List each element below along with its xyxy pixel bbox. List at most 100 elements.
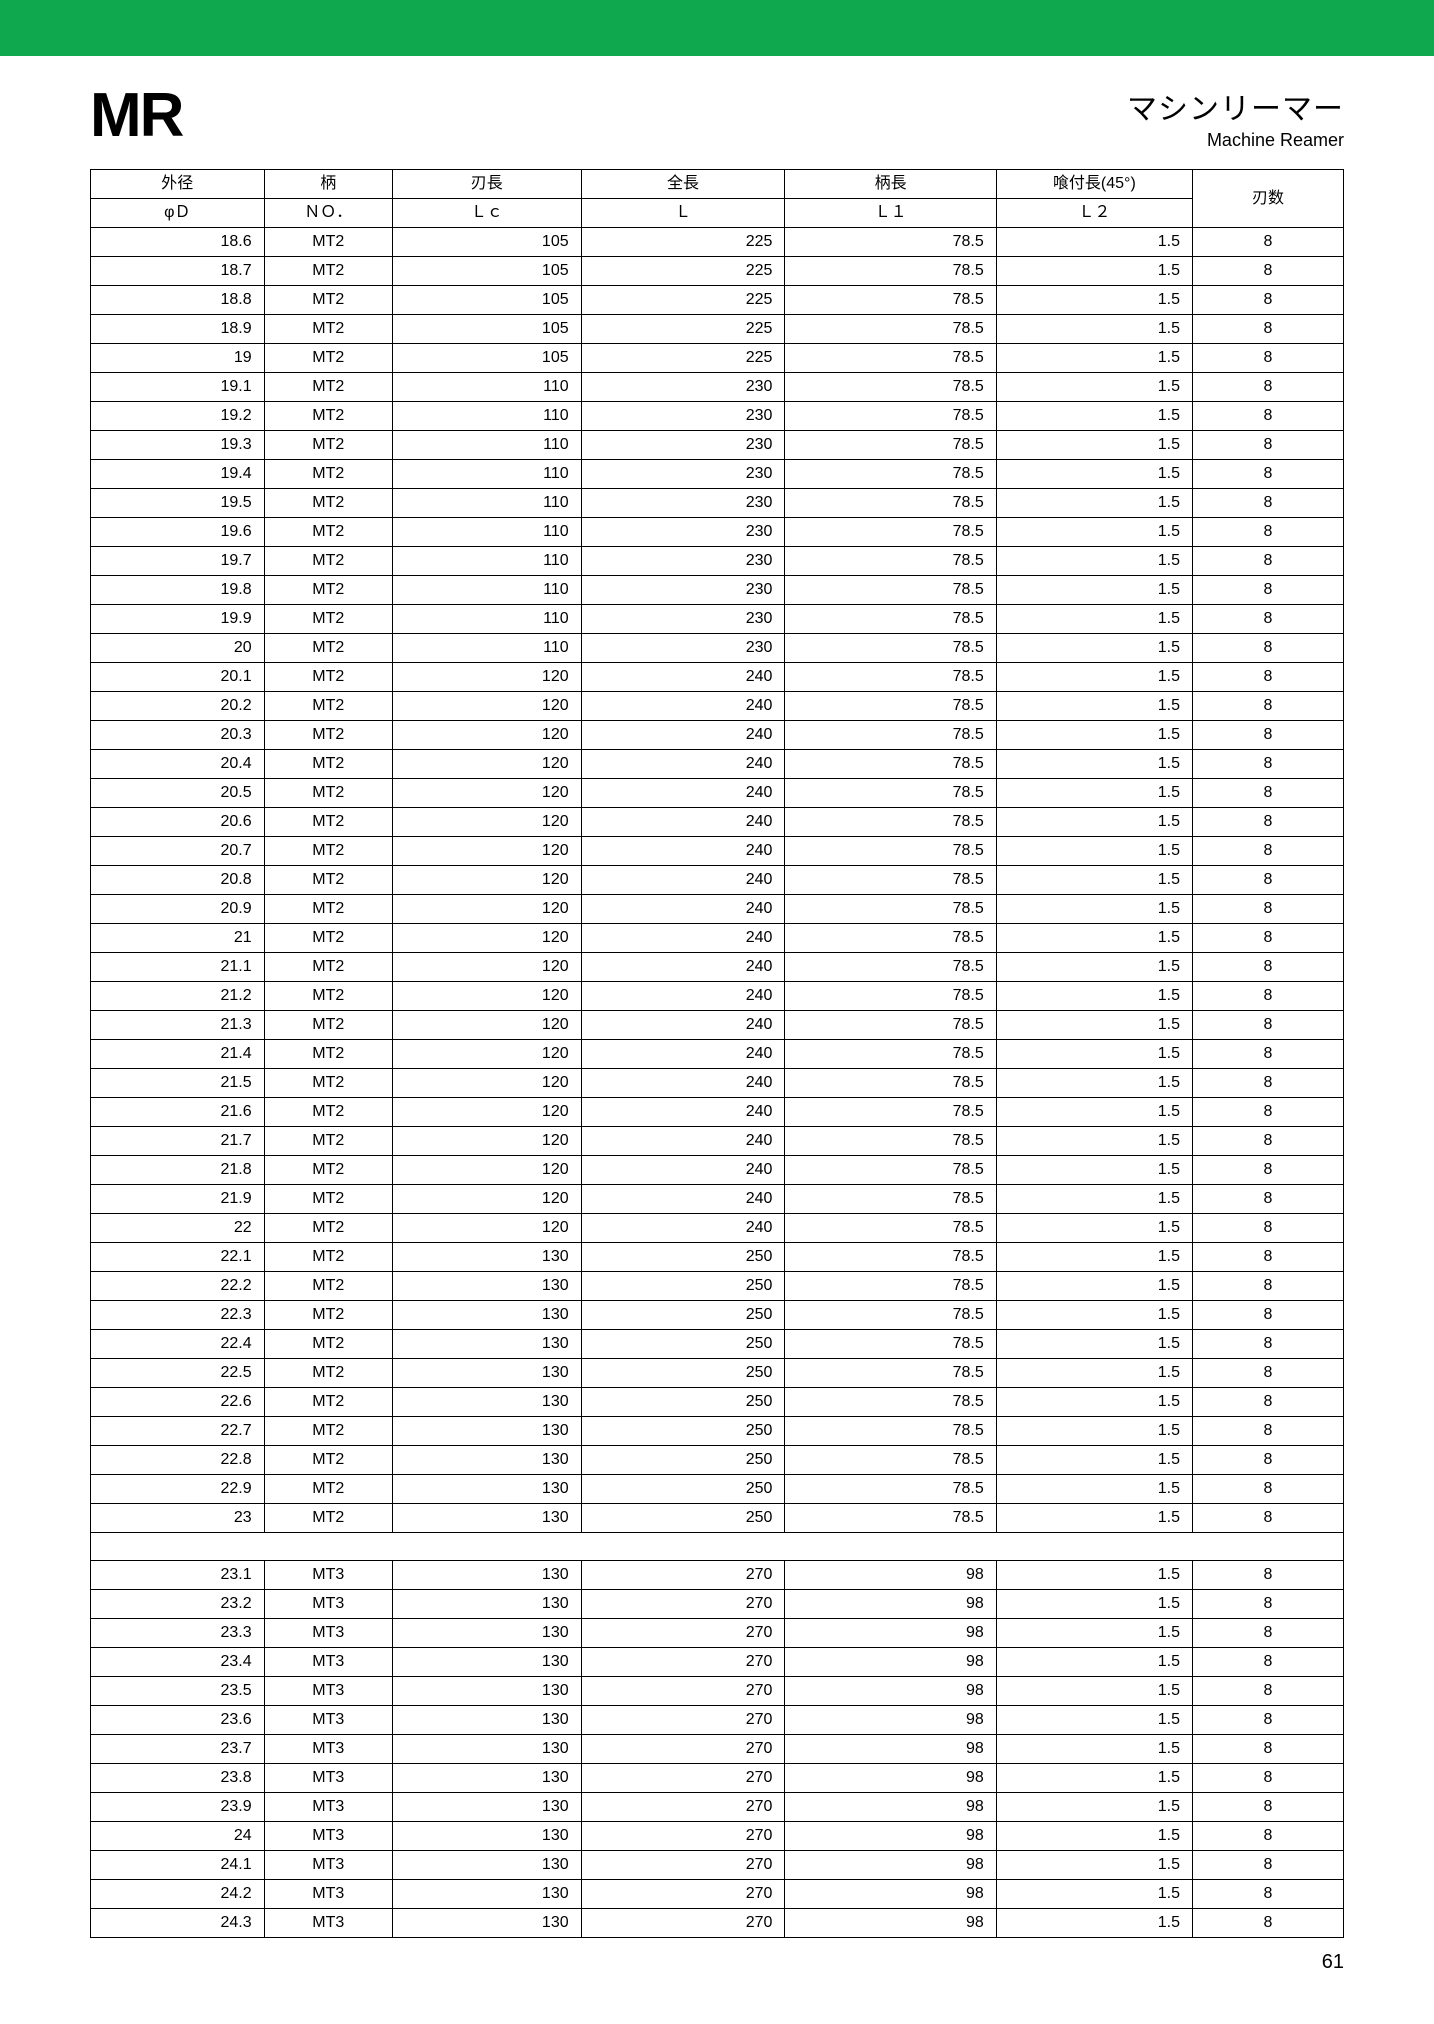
table-row: 21.3MT212024078.51.58 <box>91 1011 1344 1040</box>
cell: 240 <box>581 1127 785 1156</box>
cell: 130 <box>392 1272 581 1301</box>
cell: 19.2 <box>91 402 265 431</box>
cell: 1.5 <box>996 1243 1192 1272</box>
cell: MT2 <box>264 1098 392 1127</box>
cell: 130 <box>392 1301 581 1330</box>
cell: 8 <box>1192 1214 1343 1243</box>
cell: 240 <box>581 1214 785 1243</box>
cell: 230 <box>581 373 785 402</box>
product-title: マシンリーマー Machine Reamer <box>1127 84 1344 151</box>
cell: 8 <box>1192 1040 1343 1069</box>
cell: MT2 <box>264 663 392 692</box>
cell: 240 <box>581 1011 785 1040</box>
cell: 230 <box>581 605 785 634</box>
cell: MT3 <box>264 1793 392 1822</box>
cell: MT2 <box>264 1272 392 1301</box>
cell: 130 <box>392 1909 581 1938</box>
table-row: 22MT212024078.51.58 <box>91 1214 1344 1243</box>
cell: 1.5 <box>996 431 1192 460</box>
cell: 8 <box>1192 1011 1343 1040</box>
cell: 21.9 <box>91 1185 265 1214</box>
cell: MT2 <box>264 1214 392 1243</box>
cell: 130 <box>392 1619 581 1648</box>
cell: 78.5 <box>785 286 996 315</box>
cell: 78.5 <box>785 1156 996 1185</box>
table-row: 19MT210522578.51.58 <box>91 344 1344 373</box>
cell: 8 <box>1192 1735 1343 1764</box>
cell: MT3 <box>264 1822 392 1851</box>
cell: MT2 <box>264 605 392 634</box>
table-row: 19.4MT211023078.51.58 <box>91 460 1344 489</box>
cell: 98 <box>785 1909 996 1938</box>
cell: 1.5 <box>996 257 1192 286</box>
cell: MT2 <box>264 1069 392 1098</box>
cell: 120 <box>392 1214 581 1243</box>
cell: MT3 <box>264 1851 392 1880</box>
cell: 250 <box>581 1446 785 1475</box>
cell: 78.5 <box>785 1040 996 1069</box>
cell: 1.5 <box>996 1909 1192 1938</box>
cell: 120 <box>392 895 581 924</box>
cell: 250 <box>581 1504 785 1533</box>
cell: MT2 <box>264 257 392 286</box>
cell: MT2 <box>264 866 392 895</box>
product-code: MR <box>90 80 182 151</box>
cell: 120 <box>392 953 581 982</box>
cell: 240 <box>581 1156 785 1185</box>
table-row: 19.7MT211023078.51.58 <box>91 547 1344 576</box>
cell: 78.5 <box>785 431 996 460</box>
cell: 8 <box>1192 1098 1343 1127</box>
col-diameter: 外径 <box>91 170 265 199</box>
table-row: 18.8MT210522578.51.58 <box>91 286 1344 315</box>
cell: 130 <box>392 1243 581 1272</box>
cell: 230 <box>581 460 785 489</box>
cell: 78.5 <box>785 547 996 576</box>
sub-lc: Ｌｃ <box>392 199 581 228</box>
cell: 8 <box>1192 895 1343 924</box>
table-row: 23.9MT3130270981.58 <box>91 1793 1344 1822</box>
cell: 105 <box>392 257 581 286</box>
cell: 23.6 <box>91 1706 265 1735</box>
cell: 130 <box>392 1880 581 1909</box>
cell: 78.5 <box>785 1214 996 1243</box>
cell: 120 <box>392 808 581 837</box>
cell: 78.5 <box>785 257 996 286</box>
cell: 1.5 <box>996 924 1192 953</box>
cell: 78.5 <box>785 663 996 692</box>
header-row: MR マシンリーマー Machine Reamer <box>90 80 1344 151</box>
cell: 1.5 <box>996 1446 1192 1475</box>
cell: 21.6 <box>91 1098 265 1127</box>
table-row: 22.2MT213025078.51.58 <box>91 1272 1344 1301</box>
cell: 105 <box>392 344 581 373</box>
cell: MT2 <box>264 344 392 373</box>
cell: MT2 <box>264 982 392 1011</box>
cell: 20.6 <box>91 808 265 837</box>
cell: 1.5 <box>996 1822 1192 1851</box>
cell: 20.2 <box>91 692 265 721</box>
cell: 1.5 <box>996 1359 1192 1388</box>
cell: 21.3 <box>91 1011 265 1040</box>
cell: 1.5 <box>996 1590 1192 1619</box>
cell: 20.9 <box>91 895 265 924</box>
cell: 8 <box>1192 576 1343 605</box>
cell: 1.5 <box>996 1330 1192 1359</box>
cell: 1.5 <box>996 605 1192 634</box>
cell: 240 <box>581 663 785 692</box>
cell: 240 <box>581 1069 785 1098</box>
product-title-jp: マシンリーマー <box>1127 84 1344 128</box>
cell: 78.5 <box>785 1475 996 1504</box>
cell: 8 <box>1192 518 1343 547</box>
cell: 1.5 <box>996 1764 1192 1793</box>
cell: 1.5 <box>996 1475 1192 1504</box>
cell: 78.5 <box>785 373 996 402</box>
cell: 120 <box>392 721 581 750</box>
cell: 240 <box>581 895 785 924</box>
table-row: 19.6MT211023078.51.58 <box>91 518 1344 547</box>
table-row: 21.7MT212024078.51.58 <box>91 1127 1344 1156</box>
cell: 8 <box>1192 489 1343 518</box>
cell: 8 <box>1192 1330 1343 1359</box>
cell: 120 <box>392 1127 581 1156</box>
cell: 8 <box>1192 1069 1343 1098</box>
cell: 110 <box>392 489 581 518</box>
cell: 78.5 <box>785 1504 996 1533</box>
